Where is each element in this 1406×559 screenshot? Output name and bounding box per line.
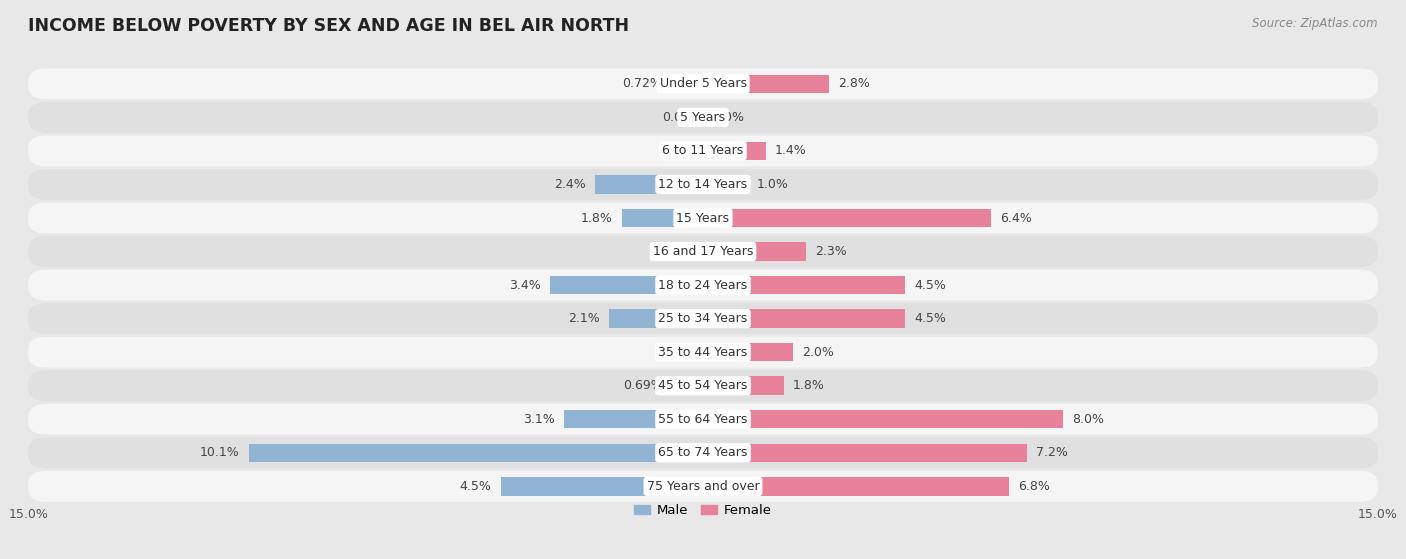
Text: 75 Years and over: 75 Years and over [647,480,759,493]
Text: 16 and 17 Years: 16 and 17 Years [652,245,754,258]
FancyBboxPatch shape [28,404,1378,435]
FancyBboxPatch shape [28,135,1378,167]
Text: 45 to 54 Years: 45 to 54 Years [658,379,748,392]
Text: 4.5%: 4.5% [914,312,946,325]
Legend: Male, Female: Male, Female [628,499,778,523]
Bar [609,310,703,328]
Bar [703,209,991,227]
Text: 2.0%: 2.0% [801,345,834,359]
Text: 0.69%: 0.69% [623,379,664,392]
Bar [703,142,766,160]
Bar [703,477,1010,496]
Bar [595,175,703,193]
Text: INCOME BELOW POVERTY BY SEX AND AGE IN BEL AIR NORTH: INCOME BELOW POVERTY BY SEX AND AGE IN B… [28,17,630,35]
Bar [671,74,703,93]
Text: 2.1%: 2.1% [568,312,599,325]
Bar [672,377,703,395]
Bar [550,276,703,294]
Text: 5 Years: 5 Years [681,111,725,124]
FancyBboxPatch shape [28,337,1378,368]
Text: 65 to 74 Years: 65 to 74 Years [658,446,748,459]
Text: 0.0%: 0.0% [662,111,695,124]
FancyBboxPatch shape [28,169,1378,200]
FancyBboxPatch shape [28,269,1378,301]
Bar [249,444,703,462]
Text: 1.8%: 1.8% [793,379,825,392]
FancyBboxPatch shape [28,303,1378,334]
Text: 1.0%: 1.0% [756,178,789,191]
Bar [703,74,830,93]
Text: 7.2%: 7.2% [1036,446,1067,459]
Text: 8.0%: 8.0% [1071,413,1104,426]
Text: 1.4%: 1.4% [775,144,807,158]
Text: 1.8%: 1.8% [581,211,613,225]
FancyBboxPatch shape [28,68,1378,100]
Text: 2.4%: 2.4% [554,178,586,191]
Text: 0.0%: 0.0% [711,111,744,124]
Text: 4.5%: 4.5% [460,480,492,493]
Text: 55 to 64 Years: 55 to 64 Years [658,413,748,426]
FancyBboxPatch shape [28,471,1378,502]
Text: 3.4%: 3.4% [509,278,541,292]
Bar [621,209,703,227]
FancyBboxPatch shape [28,202,1378,234]
Text: 0.0%: 0.0% [662,144,695,158]
Text: 35 to 44 Years: 35 to 44 Years [658,345,748,359]
Bar [703,377,785,395]
Bar [703,343,793,362]
Text: 2.8%: 2.8% [838,77,870,91]
Text: 0.72%: 0.72% [621,77,662,91]
Text: 12 to 14 Years: 12 to 14 Years [658,178,748,191]
Text: 3.1%: 3.1% [523,413,554,426]
FancyBboxPatch shape [28,437,1378,468]
Text: Source: ZipAtlas.com: Source: ZipAtlas.com [1253,17,1378,30]
Text: 6 to 11 Years: 6 to 11 Years [662,144,744,158]
Text: 10.1%: 10.1% [200,446,239,459]
Text: 4.5%: 4.5% [914,278,946,292]
Bar [703,410,1063,429]
Text: 15 Years: 15 Years [676,211,730,225]
Text: Under 5 Years: Under 5 Years [659,77,747,91]
Text: 2.3%: 2.3% [815,245,848,258]
Text: 6.4%: 6.4% [1000,211,1032,225]
Text: 18 to 24 Years: 18 to 24 Years [658,278,748,292]
Bar [703,243,807,260]
Bar [703,310,905,328]
FancyBboxPatch shape [28,236,1378,267]
Bar [703,444,1026,462]
Text: 0.0%: 0.0% [662,345,695,359]
FancyBboxPatch shape [28,102,1378,133]
Text: 6.8%: 6.8% [1018,480,1050,493]
Bar [564,410,703,429]
Bar [501,477,703,496]
FancyBboxPatch shape [28,370,1378,401]
Text: 25 to 34 Years: 25 to 34 Years [658,312,748,325]
Bar [703,175,748,193]
Text: 0.0%: 0.0% [662,245,695,258]
Bar [703,276,905,294]
